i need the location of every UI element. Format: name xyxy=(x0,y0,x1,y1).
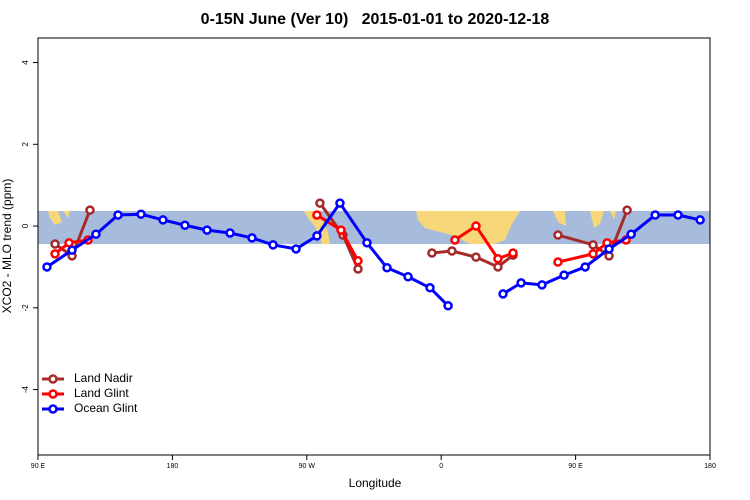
y-tick-label: -2 xyxy=(21,304,30,312)
point xyxy=(42,262,52,272)
x-tick-label: 90 W xyxy=(299,463,316,470)
point xyxy=(695,215,705,225)
point xyxy=(471,252,481,262)
point xyxy=(403,272,413,282)
point xyxy=(50,239,60,249)
point xyxy=(553,230,563,240)
point xyxy=(559,270,569,280)
point xyxy=(91,229,101,239)
point xyxy=(447,246,457,256)
land xyxy=(48,211,62,225)
point xyxy=(427,248,437,258)
x-tick-label: 90 E xyxy=(568,463,583,470)
point xyxy=(268,240,278,250)
x-tick-label: 180 xyxy=(704,463,716,470)
legend-marker xyxy=(48,404,58,414)
point xyxy=(247,233,257,243)
legend-marker xyxy=(48,389,58,399)
legend-label: Land Glint xyxy=(74,386,129,400)
point xyxy=(382,263,392,273)
y-tick-label: -4 xyxy=(21,385,30,393)
point xyxy=(291,244,301,254)
plot-frame xyxy=(37,37,711,456)
point xyxy=(508,248,518,258)
point xyxy=(553,257,563,267)
point xyxy=(336,225,346,235)
point xyxy=(225,228,235,238)
point xyxy=(202,225,212,235)
x-axis-label: Longitude xyxy=(349,476,402,490)
point xyxy=(450,235,460,245)
point xyxy=(650,210,660,220)
point xyxy=(588,249,598,259)
point xyxy=(50,249,60,259)
point xyxy=(158,215,168,225)
land xyxy=(610,211,616,220)
point xyxy=(362,238,372,248)
land xyxy=(590,211,604,228)
legend-marker xyxy=(48,374,58,384)
point xyxy=(588,240,598,250)
y-axis-label: XCO2 - MLO trend (ppm) xyxy=(0,179,14,314)
point xyxy=(537,280,547,290)
point xyxy=(425,283,435,293)
point xyxy=(498,289,508,299)
x-tick-label: 0 xyxy=(439,463,443,470)
chart-title: 0-15N June (Ver 10) 2015-01-01 to 2020-1… xyxy=(201,11,550,28)
point xyxy=(622,205,632,215)
point xyxy=(67,245,77,255)
y-tick-label: 4 xyxy=(21,60,30,65)
point xyxy=(335,198,345,208)
point xyxy=(113,210,123,220)
point xyxy=(516,278,526,288)
point xyxy=(626,229,636,239)
point xyxy=(315,198,325,208)
x-tick-label: 180 xyxy=(167,463,179,470)
point xyxy=(136,209,146,219)
point xyxy=(673,210,683,220)
land xyxy=(553,211,566,226)
point xyxy=(471,221,481,231)
point xyxy=(493,262,503,272)
point xyxy=(64,238,74,248)
land xyxy=(416,211,520,244)
point xyxy=(85,205,95,215)
legend-label: Ocean Glint xyxy=(74,401,138,415)
point xyxy=(604,244,614,254)
point xyxy=(353,256,363,266)
legend-label: Land Nadir xyxy=(74,371,133,385)
y-tick-label: 0 xyxy=(21,223,30,228)
point xyxy=(312,231,322,241)
land xyxy=(304,211,330,244)
point xyxy=(443,301,453,311)
x-tick-label: 90 E xyxy=(31,463,46,470)
land xyxy=(63,211,70,218)
point xyxy=(580,262,590,272)
point xyxy=(493,254,503,264)
point xyxy=(180,220,190,230)
y-tick-label: 2 xyxy=(21,142,30,147)
point xyxy=(312,210,322,220)
point xyxy=(353,264,363,274)
